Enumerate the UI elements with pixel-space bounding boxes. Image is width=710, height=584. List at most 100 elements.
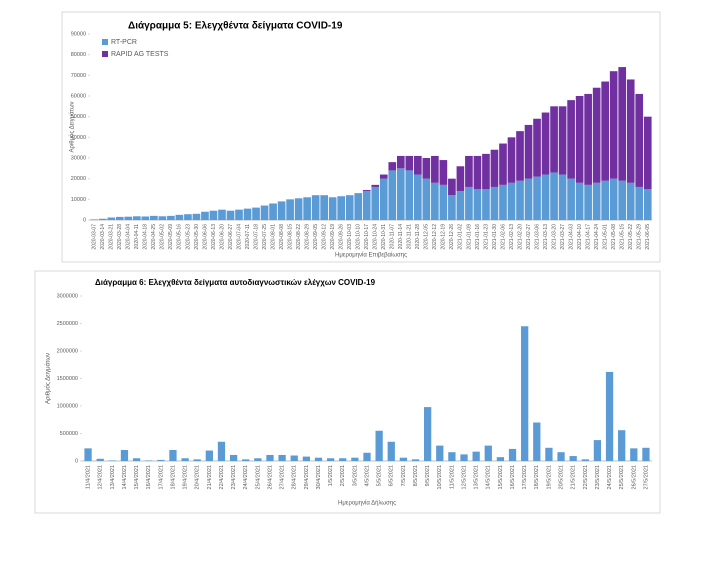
bar-segment: [98, 218, 107, 220]
bar-segment: [575, 96, 584, 183]
x-tick-label: 25/5/2021: [619, 465, 625, 489]
x-tick-label: 14/5/2021: [486, 465, 492, 489]
bar-segment: [303, 197, 311, 220]
bar-segment: [320, 195, 328, 220]
bar-segment: [379, 174, 388, 179]
bar: [581, 459, 589, 461]
x-tick-label: 2021-05-29: [637, 224, 643, 250]
bar: [84, 448, 92, 461]
x-tick-label: 2020-06-20: [219, 224, 225, 250]
bar-segment: [345, 195, 354, 220]
bar-segment: [592, 182, 601, 220]
bar-segment: [414, 174, 422, 220]
bar-segment: [550, 106, 558, 173]
x-tick-label: 2021-04-17: [585, 224, 591, 250]
x-tick-label: 21/5/2021: [571, 465, 577, 489]
bar-segment: [414, 155, 422, 175]
bar-segment: [558, 106, 567, 175]
bar-segment: [252, 207, 260, 220]
bar: [424, 407, 432, 461]
x-tick-label: 2021-05-08: [611, 224, 617, 250]
x-tick-label: 2021-03-20: [551, 224, 557, 250]
x-tick-label: 23/5/2021: [595, 465, 601, 489]
x-tick-label: 20/4/2021: [195, 465, 201, 489]
bar-segment: [601, 81, 609, 181]
x-tick-label: 2020-03-28: [117, 224, 123, 250]
bar-segment: [405, 170, 414, 220]
x-tick-label: 2020-12-26: [449, 224, 455, 250]
x-tick-label: 2020-03-14: [100, 224, 106, 250]
x-tick-label: 2021-01-23: [483, 224, 489, 250]
bar-segment: [635, 186, 644, 220]
bar: [363, 452, 371, 461]
bar-segment: [201, 211, 209, 220]
x-tick-label: 21/4/2021: [207, 465, 213, 489]
x-tick-label: 23/4/2021: [231, 465, 237, 489]
x-tick-label: 2020-03-21: [109, 224, 115, 250]
bar-segment: [448, 195, 456, 220]
y-axis-label: Αριθμός Δειγμάτων: [69, 101, 76, 152]
x-tick-label: 28/4/2021: [292, 465, 298, 489]
bar: [290, 455, 298, 461]
x-tick-label: 2021-03-27: [560, 224, 566, 250]
bar: [618, 430, 626, 461]
x-tick-label: 2020-07-11: [245, 224, 251, 249]
bar: [436, 445, 444, 461]
legend-label: RT-PCR: [111, 39, 137, 46]
bar-segment: [158, 216, 167, 220]
bar: [145, 460, 153, 461]
bar: [448, 452, 456, 461]
x-tick-label: 2020-12-19: [441, 224, 447, 250]
x-tick-label: 2020-09-19: [330, 224, 336, 250]
x-tick-label: 2020-11-07: [390, 224, 396, 249]
x-tick-label: 2020-03-07: [92, 224, 98, 250]
bar-segment: [618, 180, 627, 220]
x-tick-label: 2020-10-03: [347, 224, 353, 250]
legend-label: RAPID AG TESTS: [111, 51, 169, 58]
y-tick-label: 50000: [71, 114, 86, 120]
x-tick-label: 16/5/2021: [510, 465, 516, 489]
x-tick-label: 24/5/2021: [607, 465, 613, 489]
x-tick-label: 2021-02-06: [500, 224, 506, 250]
x-tick-label: 13/4/2021: [110, 465, 116, 489]
x-tick-label: 20/5/2021: [558, 465, 564, 489]
x-tick-label: 2020-08-08: [279, 224, 285, 250]
x-tick-label: 2020-11-28: [415, 224, 421, 249]
bar-segment: [456, 166, 465, 192]
bar-segment: [524, 124, 533, 179]
x-tick-label: 2021-01-30: [492, 224, 498, 250]
x-tick-label: 12/4/2021: [98, 465, 104, 489]
bar-segment: [550, 172, 558, 220]
y-tick-label: 500000: [60, 431, 78, 437]
bar-segment: [431, 155, 439, 183]
bar: [254, 458, 262, 461]
y-tick-label: 70000: [71, 73, 86, 79]
x-tick-label: 2020-09-26: [339, 224, 345, 250]
x-tick-label: 2020-07-04: [236, 224, 242, 250]
bar-segment: [584, 93, 592, 185]
bar-segment: [626, 182, 635, 220]
bar-segment: [524, 178, 533, 220]
bar-segment: [354, 193, 363, 220]
bar: [593, 440, 602, 461]
x-tick-label: 2021-02-20: [517, 224, 523, 250]
bar-segment: [422, 158, 431, 179]
x-tick-label: 2020-04-18: [143, 224, 149, 250]
bar-segment: [601, 180, 609, 220]
bar: [557, 452, 565, 461]
bar-segment: [490, 149, 499, 187]
bar: [496, 457, 505, 461]
x-tick-label: 9/5/2021: [425, 465, 431, 486]
x-tick-label: 2021-01-09: [466, 224, 472, 250]
bar-segment: [362, 190, 371, 192]
bar-segment: [277, 201, 286, 220]
x-tick-label: 2021-03-13: [543, 224, 549, 250]
bar: [193, 459, 201, 461]
x-tick-label: 26/5/2021: [631, 465, 637, 489]
x-tick-label: 30/4/2021: [316, 465, 322, 489]
x-tick-label: 2020-10-17: [364, 224, 370, 250]
y-tick-label: 1000000: [57, 403, 78, 409]
y-tick-label: 80000: [71, 52, 86, 58]
chart-frame: [34, 270, 661, 514]
bar-segment: [235, 209, 243, 220]
